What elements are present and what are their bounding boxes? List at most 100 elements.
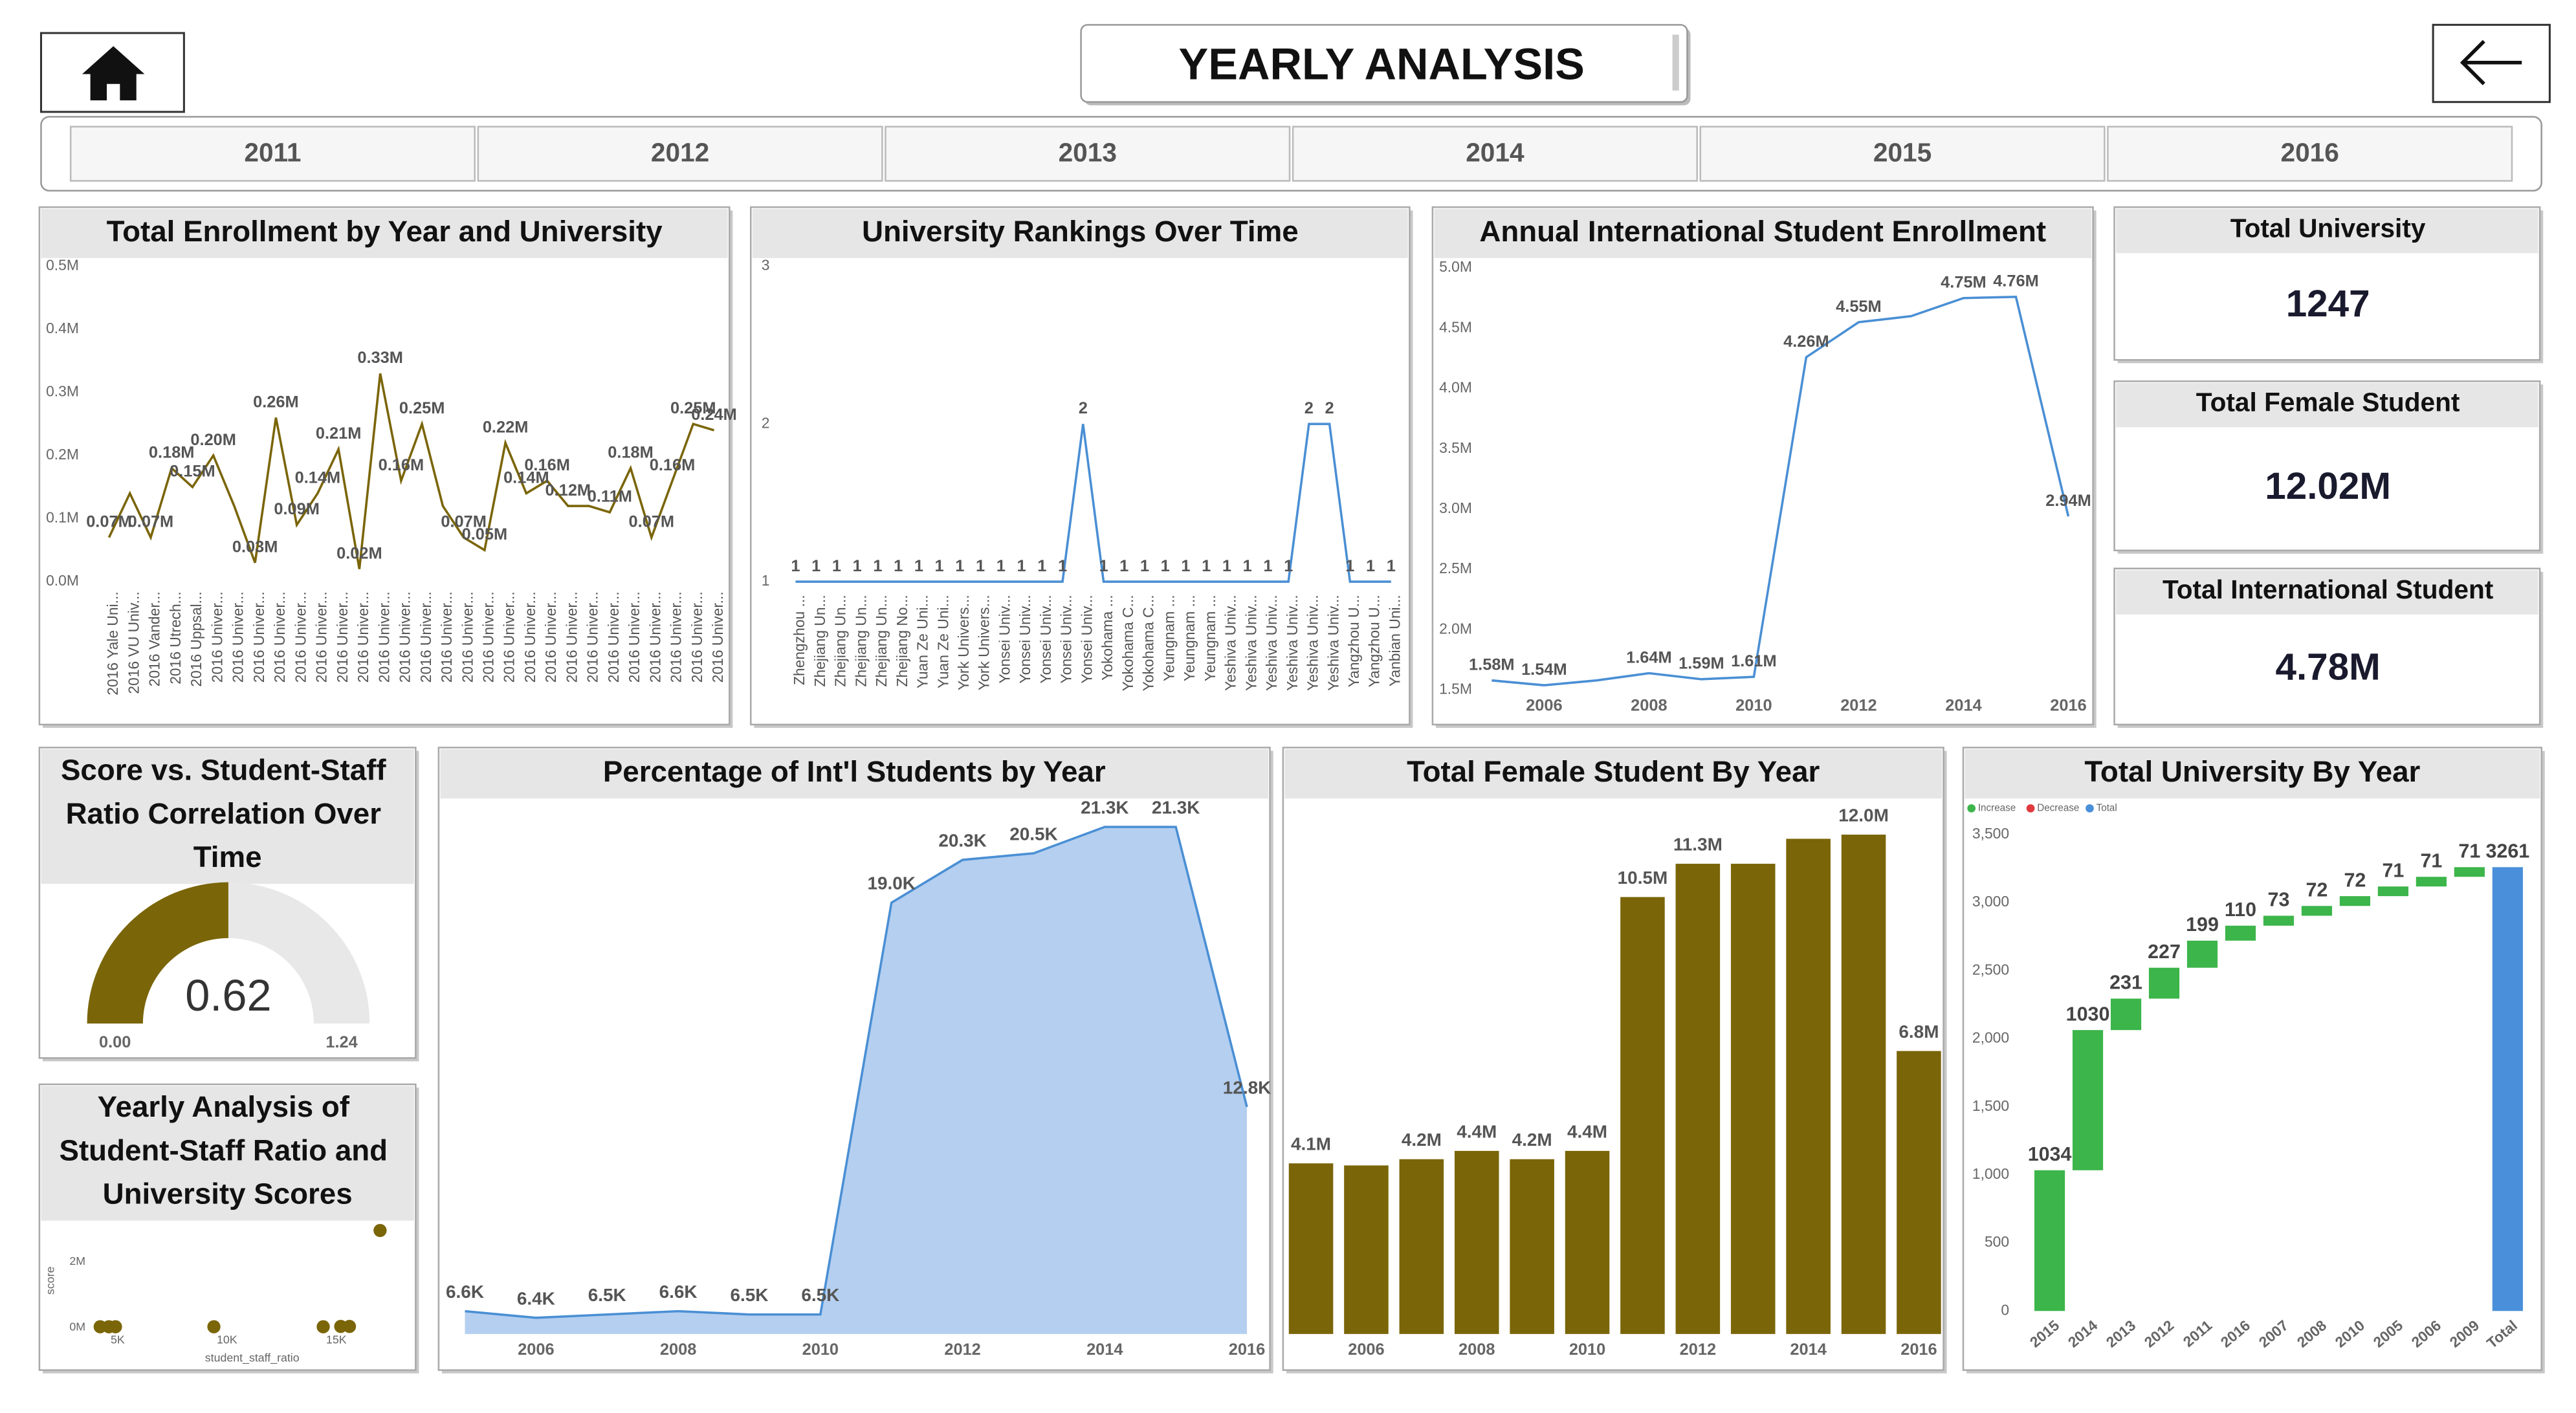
x-tick-label: Yeshiva Univ... [1305,595,1321,691]
x-tick-label: 2014 [1790,1341,1826,1359]
legend-swatch [2086,804,2094,813]
chart-title: Annual International Student Enrollment [1479,215,2046,248]
home-icon[interactable] [82,46,145,101]
data-label: 6.4K [517,1288,555,1308]
data-label: 1030 [2066,1003,2110,1025]
year-button-label[interactable]: 2013 [1059,138,1117,168]
data-label: 1 [1140,557,1149,575]
data-label: 6.5K [588,1285,626,1305]
data-label: 1 [1243,557,1252,575]
data-label: 0.05M [462,525,508,543]
data-label: 1 [1222,557,1231,575]
page-title: YEARLY ANALYSIS [1179,39,1585,89]
data-label: 199 [2186,914,2219,936]
x-tick-label: 2016 [1900,1341,1937,1359]
panel [38,206,731,726]
bar [1786,838,1831,1334]
waterfall-bar [2148,967,2180,999]
y-tick-label: 1.5M [1439,681,1472,697]
x-tick-label: 2016 Univer... [605,591,622,683]
data-label: 0.07M [128,513,174,531]
y-tick-label: 1,000 [1972,1165,2009,1182]
x-tick-label: Yonsei Univ... [996,595,1013,683]
y-tick-label: 2,500 [1972,961,2009,978]
x-axis-label: student_staff_ratio [205,1352,300,1365]
year-button-label[interactable]: 2012 [651,138,709,168]
x-tick-label: 2016 Univer... [668,591,685,683]
legend-swatch [2026,804,2035,813]
year-button-label[interactable]: 2011 [244,138,301,168]
data-label: 1034 [2028,1143,2072,1165]
data-label: 1.58M [1469,656,1515,674]
y-tick-label: 3.5M [1439,439,1472,456]
waterfall-bar [2416,877,2447,887]
data-label: 0.26M [253,393,299,411]
bar [1897,1051,1941,1334]
card-header [2116,382,2538,428]
data-label: 21.3K [1081,798,1128,818]
x-tick-label: Yonsei Univ... [1058,595,1075,683]
year-button[interactable] [885,126,1291,182]
data-label: 4.2M [1402,1130,1442,1150]
data-label: 6.6K [446,1282,484,1302]
data-label: 1 [1161,557,1170,575]
data-label: 0.09M [274,500,320,518]
x-tick-label: York Univers... [976,595,993,690]
data-label: 0.12M [545,481,591,499]
year-button[interactable] [1699,126,2106,182]
card-value: 12.02M [2265,465,2391,507]
data-label: 6.5K [730,1285,768,1305]
data-label: 0.14M [503,468,549,487]
year-button[interactable] [477,126,883,182]
x-tick-label: 2016 Univer... [417,591,434,683]
data-label: 1 [832,557,841,575]
y-tick-label: 3 [762,257,770,274]
data-label: 0.07M [441,513,487,531]
data-label: 227 [2148,941,2181,963]
bar [1565,1150,1610,1334]
y-tick-label: 1 [762,572,770,589]
year-button-label[interactable]: 2015 [1873,138,1932,168]
back-button[interactable] [2432,23,2551,104]
waterfall-bar [2301,906,2333,916]
y-tick-label: 0.4M [46,320,79,336]
year-button-label[interactable]: 2014 [1466,138,1525,168]
back-arrow[interactable] [2460,39,2522,85]
x-tick-label: 10K [217,1333,237,1346]
x-tick-label: Yokohama C... [1140,595,1157,691]
line [795,422,1391,583]
data-label: 0.14M [295,468,341,487]
x-tick-label: 2010 [802,1341,839,1359]
x-tick-label: Yangzhou U... [1345,595,1362,687]
x-tick-label: 2012 [1840,697,1877,715]
data-label: 1 [1058,557,1067,575]
y-tick-label: 3,500 [1972,825,2009,842]
data-label: 0.21M [316,424,362,443]
year-button[interactable] [2107,126,2513,182]
title-scrollbar [1672,34,1679,91]
x-tick-label: 2014 [1086,1341,1123,1359]
y-tick-label: 2M [69,1254,85,1267]
data-label: 4.1M [1291,1134,1331,1154]
data-label: 21.3K [1152,798,1200,818]
x-tick-label: Yeshiva Univ... [1325,595,1341,691]
year-button-label[interactable]: 2016 [2281,138,2339,168]
bar [1620,897,1665,1334]
y-tick-label: 3.0M [1439,499,1472,516]
home-button[interactable] [39,32,185,113]
x-tick-label: 2016 Univer... [584,591,601,683]
data-label: 0.33M [357,349,403,367]
bar [1399,1159,1444,1334]
year-button[interactable] [1292,126,1698,182]
x-tick-label: Yeungnam ... [1160,595,1177,681]
year-button[interactable] [69,126,476,182]
data-label: 4.75M [1941,274,1987,292]
x-tick-label: 2016 Univer... [479,591,496,683]
bar [1730,864,1776,1334]
data-label: 2 [1325,399,1334,417]
card-header [2116,208,2538,254]
x-tick-label: 2016 Univer... [563,591,580,683]
data-label: 2.94M [2045,492,2091,510]
bar [1510,1159,1554,1334]
